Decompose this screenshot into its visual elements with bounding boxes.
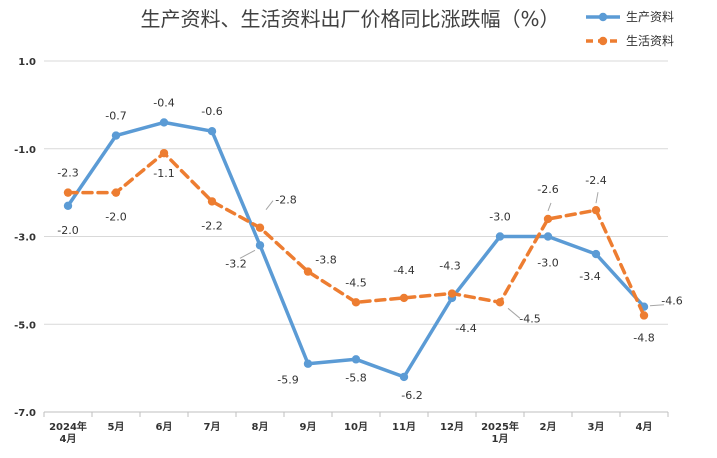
- data-point: [591, 205, 601, 215]
- data-label: -4.5: [519, 312, 540, 325]
- data-label: -5.9: [277, 374, 298, 387]
- data-point: [399, 372, 409, 382]
- data-point: [255, 223, 265, 232]
- data-label: -2.4: [585, 174, 606, 187]
- data-label: -2.3: [57, 167, 78, 180]
- data-label: -2.8: [275, 194, 296, 207]
- grid: [44, 60, 668, 325]
- data-label: -4.4: [455, 322, 476, 335]
- x-tick-label: 12月: [440, 421, 464, 433]
- data-point: [159, 118, 169, 127]
- x-tick-label: 5月: [108, 421, 125, 433]
- data-point: [495, 232, 505, 241]
- data-label: -2.2: [201, 219, 222, 232]
- chart-title: 生产资料、生活资料出厂价格同比涨跌幅（%）: [140, 7, 559, 31]
- x-tick-label: 4月: [60, 433, 77, 445]
- data-point: [591, 249, 601, 259]
- data-label: -3.0: [537, 257, 558, 270]
- data-label: -4.5: [345, 276, 366, 289]
- data-point: [543, 214, 553, 224]
- x-tick-label: 9月: [300, 421, 317, 433]
- data-point: [255, 241, 265, 250]
- data-point: [207, 197, 217, 206]
- leader-line: [507, 307, 521, 319]
- legend-label-0: 生产资料: [626, 10, 674, 24]
- series-layer: [63, 118, 649, 382]
- data-label: -5.8: [345, 371, 366, 384]
- data-point: [543, 232, 553, 241]
- x-tick-label: 10月: [344, 421, 368, 433]
- data-label: -4.4: [393, 264, 414, 277]
- data-point: [111, 188, 121, 197]
- data-label: -4.8: [633, 331, 654, 344]
- data-point: [63, 201, 73, 210]
- data-point: [351, 355, 361, 364]
- data-point: [447, 289, 457, 298]
- legend-marker-1: [598, 36, 608, 46]
- x-tick-label: 4月: [636, 421, 653, 433]
- data-label: -0.6: [201, 105, 222, 118]
- data-label: -3.0: [489, 211, 510, 224]
- data-point: [207, 127, 217, 136]
- data-label: -3.8: [315, 254, 336, 267]
- data-label: -4.3: [439, 260, 460, 273]
- x-tick-label: 11月: [392, 421, 416, 433]
- data-point: [303, 267, 313, 276]
- leader-line: [239, 249, 256, 259]
- x-tick-label: 2025年: [481, 420, 519, 433]
- x-tick-label: 1月: [492, 433, 509, 445]
- data-point: [639, 311, 649, 320]
- legend-label-1: 生活资料: [626, 34, 674, 48]
- data-point: [351, 298, 361, 307]
- y-tick-label: -5.0: [14, 320, 36, 331]
- x-tick-label: 2月: [540, 421, 557, 433]
- leader-line: [595, 192, 599, 204]
- y-tick-label: 1.0: [18, 57, 36, 68]
- leader-line: [547, 202, 552, 212]
- y-tick-label: -7.0: [14, 408, 36, 419]
- data-label: -4.6: [661, 295, 682, 308]
- data-point: [63, 188, 73, 197]
- data-label: -0.4: [153, 96, 174, 109]
- data-label: -3.4: [579, 270, 600, 283]
- data-label: -0.7: [105, 110, 126, 123]
- x-tick-label: 6月: [156, 421, 173, 433]
- data-label: -3.2: [225, 257, 246, 270]
- data-point: [159, 148, 169, 158]
- data-point: [399, 293, 409, 303]
- data-label: -2.0: [57, 224, 78, 237]
- data-label: -2.0: [105, 211, 126, 224]
- data-point: [111, 131, 121, 140]
- x-tick-label: 2024年: [49, 420, 87, 433]
- y-tick-label: -1.0: [14, 145, 36, 156]
- legend-marker-0: [598, 12, 608, 22]
- leader-line: [649, 304, 665, 307]
- x-tick-label: 7月: [204, 421, 221, 433]
- y-tick-label: -3.0: [14, 233, 36, 244]
- data-label: -6.2: [401, 389, 422, 402]
- x-tick-label: 8月: [252, 421, 269, 433]
- data-point: [495, 298, 505, 307]
- labels-layer: -2.0 -0.7 -0.4 -0.6 -3.2 -5.9 -5.8 -6.2 -4.4 -3.0…: [57, 96, 682, 401]
- data-label: -2.6: [537, 183, 558, 196]
- data-point: [303, 359, 313, 368]
- data-label: -1.1: [153, 167, 174, 180]
- leader-line: [265, 200, 274, 211]
- x-tick-label: 3月: [588, 421, 605, 433]
